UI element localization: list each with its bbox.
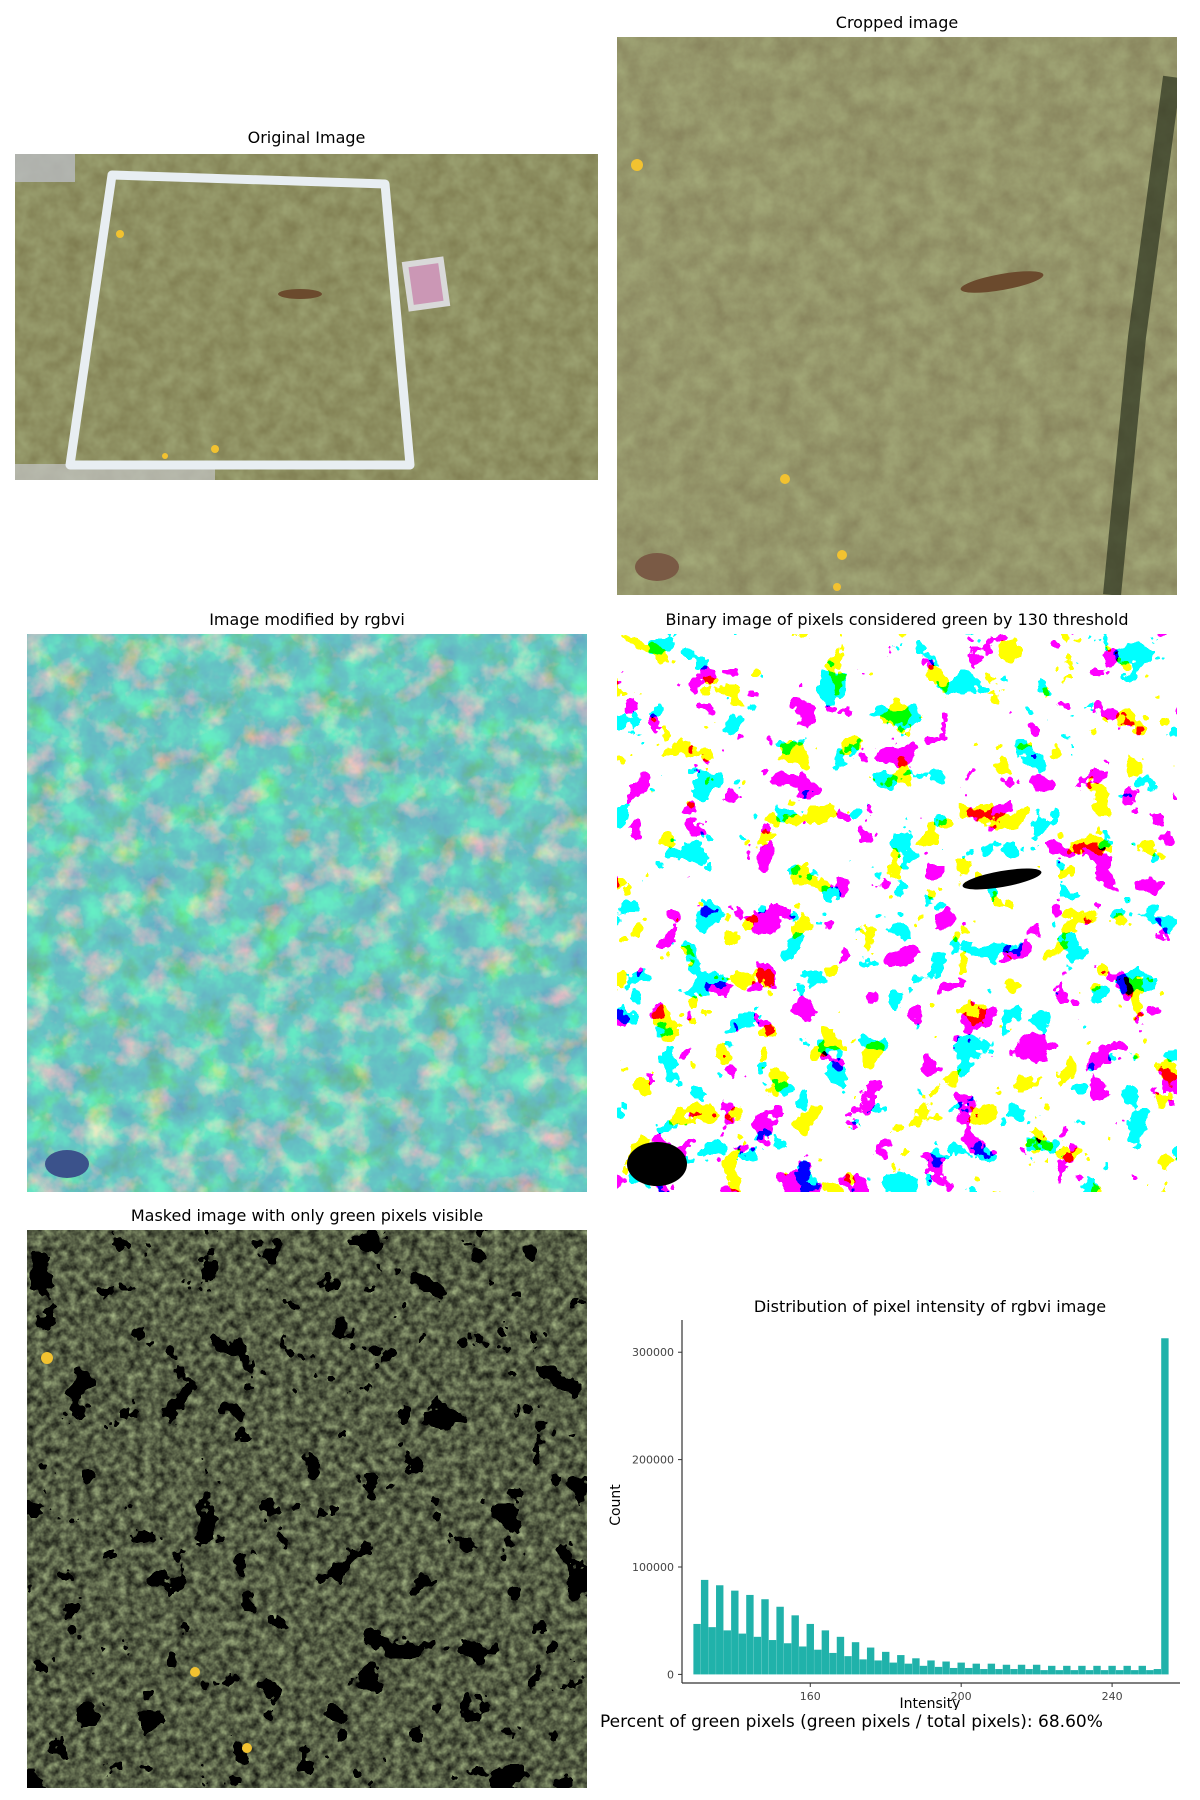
histogram-bar: [716, 1585, 724, 1675]
histogram-bar: [1010, 1669, 1018, 1675]
cropped-image: [617, 37, 1177, 595]
x-tick-label: 160: [800, 1690, 821, 1703]
histogram-bar: [1153, 1669, 1162, 1675]
original-image-title: Original Image: [247, 128, 366, 147]
histogram-bar: [738, 1633, 747, 1675]
intensity-histogram: Distribution of pixel intensity of rgbvi…: [608, 1297, 1180, 1710]
histogram-bar: [851, 1642, 860, 1675]
histogram-bar: [1063, 1665, 1071, 1675]
histogram-bar: [1161, 1338, 1169, 1675]
binary-image: [617, 634, 1177, 1192]
x-tick-label: 200: [951, 1690, 972, 1703]
original-image: [15, 154, 598, 480]
histogram-bar: [776, 1606, 784, 1675]
histogram-bar: [836, 1636, 845, 1675]
histogram-bar: [1138, 1665, 1146, 1675]
histogram-bar: [889, 1662, 897, 1675]
histogram-bar: [753, 1636, 762, 1675]
masked-image: [27, 1230, 587, 1788]
histogram-bar: [768, 1640, 777, 1675]
histogram-bar: [934, 1666, 943, 1675]
histogram-bar: [1093, 1665, 1101, 1675]
y-tick-label: 300000: [632, 1346, 674, 1359]
histogram-bar: [844, 1656, 852, 1675]
histogram-bar: [987, 1663, 996, 1675]
masked-image-title: Masked image with only green pixels visi…: [130, 1206, 484, 1225]
chart-title: Distribution of pixel intensity of rgbvi…: [754, 1297, 1106, 1316]
histogram-bar: [866, 1647, 875, 1675]
histogram-bar: [783, 1643, 792, 1675]
rgbvi-image-title: Image modified by rgbvi: [209, 610, 405, 629]
histogram-bar: [972, 1663, 980, 1675]
y-tick-label: 200000: [632, 1454, 674, 1467]
y-tick-label: 0: [667, 1668, 674, 1681]
histogram-bar: [708, 1627, 716, 1675]
rgbvi-image: [27, 634, 587, 1192]
histogram-bar: [723, 1630, 731, 1675]
histogram-bar: [829, 1652, 837, 1675]
y-tick-label: 100000: [632, 1561, 674, 1574]
histogram-bar: [882, 1651, 890, 1675]
histogram-bar: [1100, 1670, 1109, 1675]
histogram-bar: [995, 1669, 1003, 1675]
histogram-bar: [1002, 1664, 1011, 1675]
histogram-bar: [700, 1579, 709, 1675]
histogram-bar: [761, 1599, 769, 1675]
x-tick-label: 240: [1102, 1690, 1123, 1703]
histogram-bar: [912, 1658, 920, 1675]
histogram-bar: [1070, 1670, 1079, 1675]
x-axis-label: Intensity: [900, 1696, 961, 1710]
histogram-bar: [904, 1663, 913, 1675]
histogram-bar: [1040, 1670, 1048, 1675]
histogram-bar: [693, 1623, 701, 1675]
histogram-bar: [1055, 1670, 1063, 1675]
histogram-bar: [874, 1660, 882, 1675]
histogram-bar: [957, 1662, 965, 1675]
cropped-image-title: Cropped image: [835, 13, 959, 32]
histogram-bar: [1131, 1670, 1139, 1675]
y-axis-label: Count: [608, 1484, 624, 1526]
histogram-bar: [731, 1590, 739, 1675]
histogram-bar: [1025, 1669, 1033, 1675]
binary-image-title: Binary image of pixels considered green …: [665, 610, 1129, 629]
histogram-bar: [1017, 1664, 1026, 1675]
histogram-bar: [897, 1655, 905, 1675]
histogram-bar: [1146, 1670, 1154, 1675]
histogram-bar: [1123, 1665, 1131, 1675]
histogram-bar: [980, 1669, 988, 1675]
histogram-bar: [821, 1630, 830, 1675]
histogram-bar: [1078, 1665, 1086, 1675]
histogram-bar: [949, 1667, 958, 1675]
histogram-bar: [1115, 1670, 1124, 1675]
green-pixel-summary: Percent of green pixels (green pixels / …: [600, 1712, 1103, 1732]
histogram-bar: [814, 1649, 822, 1675]
histogram-bar: [791, 1615, 799, 1675]
histogram-bar: [746, 1594, 754, 1675]
histogram-bar: [1085, 1670, 1094, 1675]
histogram-bar: [799, 1646, 807, 1675]
histogram-bar: [965, 1667, 973, 1675]
histogram-bar: [1048, 1665, 1056, 1675]
histogram-bar: [1032, 1664, 1041, 1675]
histogram-bar: [1108, 1665, 1116, 1675]
histogram-bar: [919, 1665, 928, 1675]
histogram-bar: [806, 1623, 814, 1675]
histogram-bar: [859, 1659, 867, 1675]
histogram-bar: [927, 1660, 935, 1675]
histogram-bar: [942, 1661, 950, 1675]
